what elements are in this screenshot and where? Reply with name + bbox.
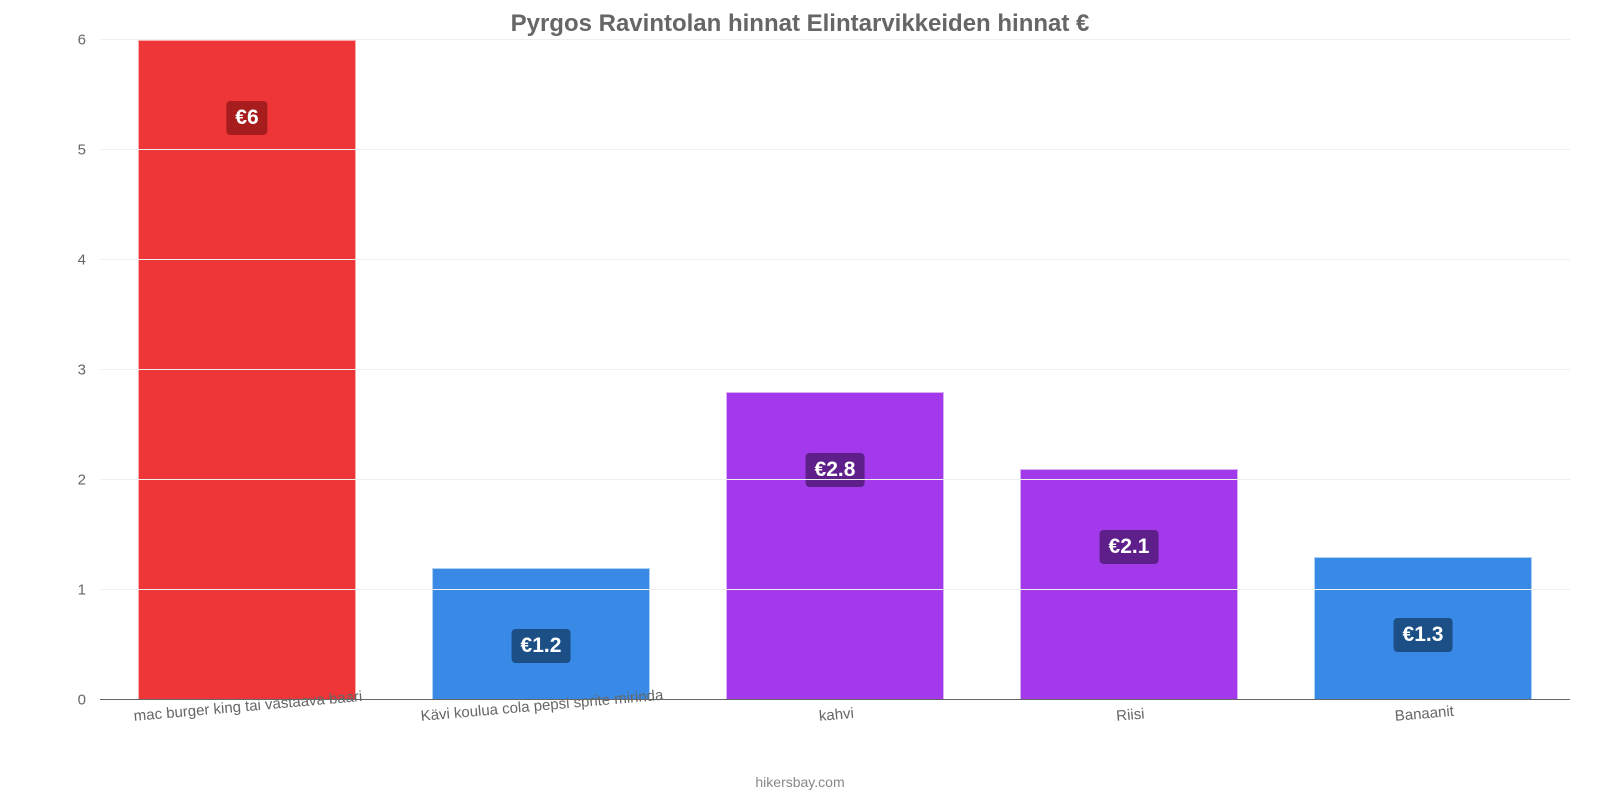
y-tick-label: 1 <box>78 582 100 599</box>
grid-line <box>100 369 1570 370</box>
x-tick-label: kahvi <box>817 697 854 725</box>
grid-line <box>100 699 1570 700</box>
grid-line <box>100 149 1570 150</box>
y-tick-label: 2 <box>78 472 100 489</box>
bar-value-label: €1.3 <box>1394 618 1453 652</box>
bar-slot: €2.1Riisi <box>982 40 1276 700</box>
bar: €6 <box>138 40 356 700</box>
bar: €1.3 <box>1314 557 1532 700</box>
bar: €2.8 <box>726 392 944 700</box>
y-tick-label: 3 <box>78 362 100 379</box>
bar-slot: €6mac burger king tai vastaava baari <box>100 40 394 700</box>
price-bar-chart: Pyrgos Ravintolan hinnat Elintarvikkeide… <box>0 0 1600 800</box>
grid-line <box>100 479 1570 480</box>
bar-slot: €2.8kahvi <box>688 40 982 700</box>
bar: €1.2 <box>432 568 650 700</box>
bar: €2.1 <box>1020 469 1238 700</box>
grid-line <box>100 39 1570 40</box>
bar-value-label: €6 <box>226 101 267 135</box>
plot-area: €6mac burger king tai vastaava baari€1.2… <box>100 40 1570 700</box>
bar-slot: €1.3Banaanit <box>1276 40 1570 700</box>
grid-line <box>100 259 1570 260</box>
bar-slot: €1.2Kävi koulua cola pepsi sprite mirind… <box>394 40 688 700</box>
y-tick-label: 0 <box>78 692 100 709</box>
grid-line <box>100 589 1570 590</box>
y-tick-label: 4 <box>78 252 100 269</box>
x-tick-label: Riisi <box>1115 698 1145 725</box>
bar-value-label: €1.2 <box>512 629 571 663</box>
bar-value-label: €2.1 <box>1100 530 1159 564</box>
y-tick-label: 5 <box>78 142 100 159</box>
chart-title: Pyrgos Ravintolan hinnat Elintarvikkeide… <box>0 10 1600 38</box>
bar-value-label: €2.8 <box>806 453 865 487</box>
credit-text: hikersbay.com <box>0 774 1600 790</box>
y-tick-label: 6 <box>78 32 100 49</box>
bars-container: €6mac burger king tai vastaava baari€1.2… <box>100 40 1570 700</box>
